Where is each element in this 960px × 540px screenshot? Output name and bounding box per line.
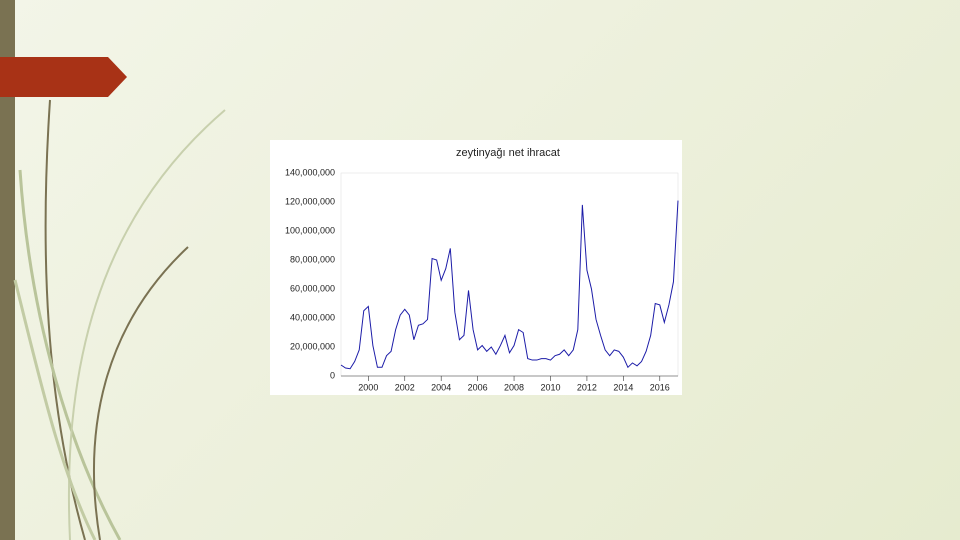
decor-curve — [44, 99, 86, 540]
x-tick-label: 2008 — [504, 382, 524, 392]
x-tick-label: 2004 — [431, 382, 451, 392]
decor-curve — [92, 246, 189, 540]
decor-curve — [13, 279, 97, 540]
title-arrow — [0, 57, 127, 97]
y-tick-label: 80,000,000 — [290, 254, 335, 264]
y-tick-label: 120,000,000 — [285, 196, 335, 206]
y-tick-label: 100,000,000 — [285, 225, 335, 235]
x-tick-label: 2016 — [650, 382, 670, 392]
decor-curve — [18, 169, 122, 540]
x-tick-label: 2010 — [540, 382, 560, 392]
y-tick-label: 140,000,000 — [285, 167, 335, 177]
data-line — [340, 200, 679, 370]
x-tick-label: 2014 — [613, 382, 633, 392]
x-tick-label: 2000 — [358, 382, 378, 392]
x-tick-label: 2006 — [468, 382, 488, 392]
y-tick-label: 40,000,000 — [290, 312, 335, 322]
x-tick-label: 2012 — [577, 382, 597, 392]
y-tick-label: 0 — [330, 370, 335, 380]
x-tick-label: 2002 — [395, 382, 415, 392]
y-tick-label: 20,000,000 — [290, 341, 335, 351]
y-tick-label: 60,000,000 — [290, 283, 335, 293]
chart-title: zeytinyağı net ihracat — [456, 147, 560, 159]
decor-curve — [67, 109, 226, 540]
side-bar — [0, 0, 15, 540]
chart-background — [270, 140, 682, 395]
